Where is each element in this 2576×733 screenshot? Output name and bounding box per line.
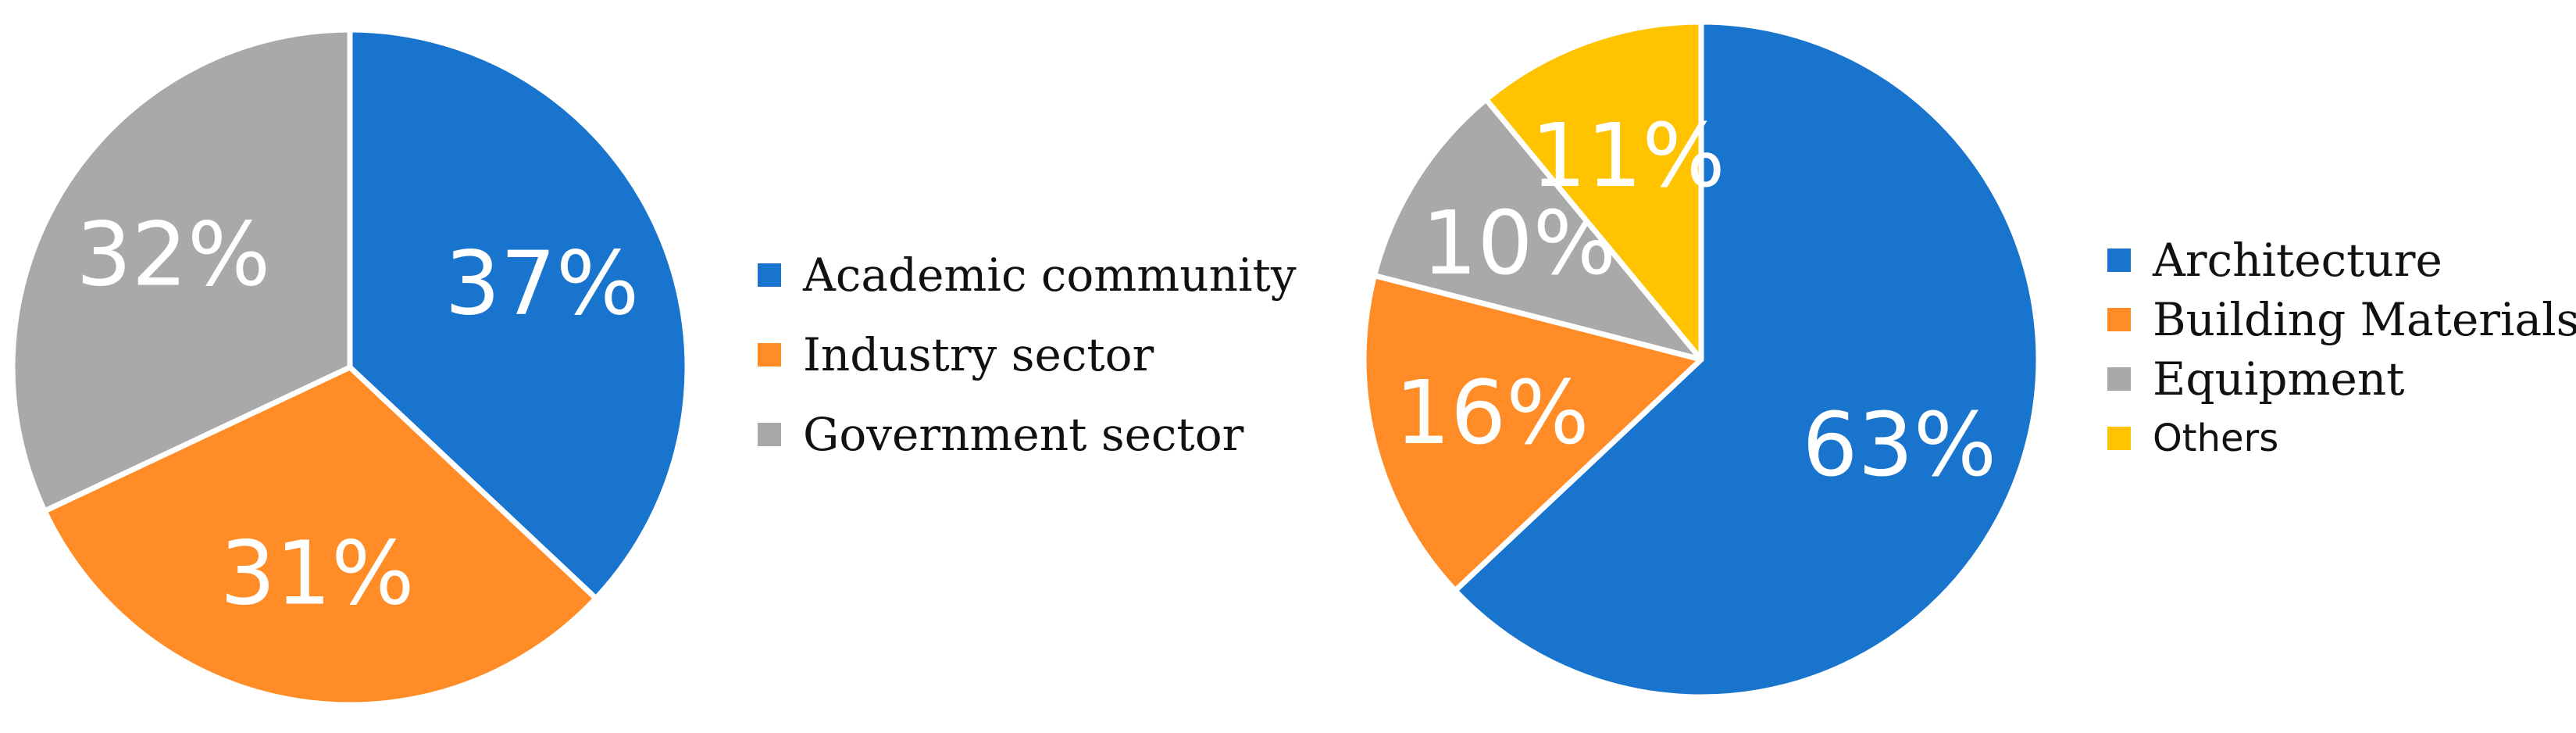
- slice-equipment: [1372, 96, 1704, 363]
- legend-label-equipment: Equipment: [2153, 352, 2404, 406]
- data-label-others: 11%: [1531, 105, 1725, 207]
- legend-fields: Architecture Building Materials Equipment O…: [2107, 234, 2576, 460]
- legend-label-government-sector: Government sector: [803, 408, 1244, 461]
- pie-chart-fields: 63%16%10%11%: [1361, 19, 2042, 700]
- legend-swatch-equipment: [2107, 367, 2131, 391]
- data-label-architecture: 63%: [1802, 395, 1996, 496]
- legend-swatch-architecture: [2107, 249, 2131, 272]
- slice-building-materials: [1361, 273, 1704, 594]
- legend-swatch-government-sector: [758, 423, 781, 446]
- data-label-building-materials: 16%: [1395, 363, 1589, 464]
- legend-label-others: Others: [2153, 417, 2278, 460]
- slice-government-sector: [9, 27, 353, 514]
- data-label-government-sector: 32%: [76, 204, 270, 306]
- legend-label-building-materials: Building Materials: [2153, 293, 2576, 346]
- legend-label-academic-community: Academic community: [802, 249, 1297, 302]
- legend-swatch-academic-community: [758, 263, 781, 287]
- pie-chart-stakeholders: 37% 31% 32%: [9, 27, 690, 708]
- legend-label-architecture: Architecture: [2152, 234, 2442, 287]
- slice-others: [1483, 19, 1704, 363]
- data-label-academic-community: 37%: [444, 234, 639, 335]
- data-label-industry-sector: 31%: [220, 524, 415, 625]
- slice-architecture: [1452, 19, 2042, 700]
- slice-academic-community: [347, 27, 690, 602]
- slice-industry-sector: [41, 364, 599, 708]
- legend-stakeholders: Academic community Industry sector Governm…: [758, 249, 1297, 461]
- legend-swatch-industry-sector: [758, 343, 781, 366]
- legend-swatch-building-materials: [2107, 308, 2131, 331]
- legend-label-industry-sector: Industry sector: [803, 328, 1154, 381]
- legend-swatch-others: [2107, 427, 2131, 450]
